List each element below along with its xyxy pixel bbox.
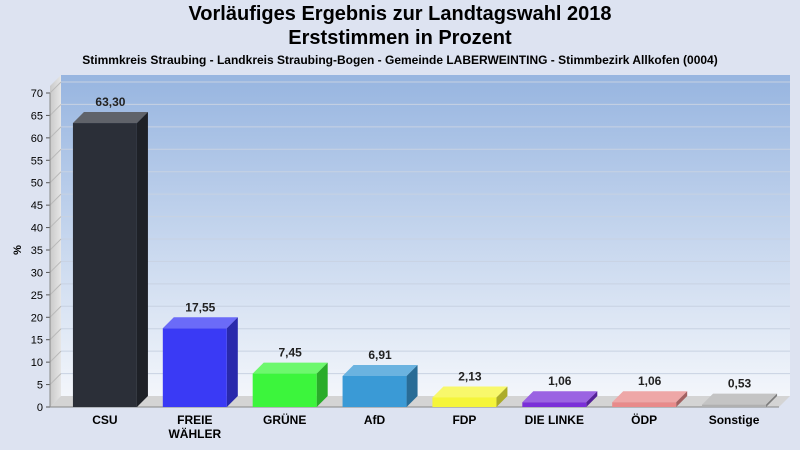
- bar-top: [342, 365, 418, 377]
- data-label: 17,55: [185, 300, 215, 314]
- gridline-side: [49, 104, 62, 116]
- bar-side: [406, 365, 418, 407]
- gridline-side: [49, 373, 62, 385]
- x-tick-label: GRÜNE: [263, 412, 306, 427]
- y-tick-label: 35: [31, 245, 43, 257]
- bar-side: [496, 386, 508, 407]
- gridline-side: [49, 305, 62, 318]
- y-tick-label: 40: [31, 223, 43, 235]
- gridline-side: [49, 126, 62, 139]
- bar: [522, 402, 587, 407]
- data-label: 2,13: [458, 369, 482, 383]
- bar-top: [162, 317, 238, 329]
- y-tick-label: 60: [31, 133, 43, 145]
- bar: [612, 402, 677, 407]
- plot-back-wall: [61, 75, 790, 396]
- y-axis-label: %: [12, 245, 24, 255]
- x-tick-label: FDP: [452, 413, 476, 427]
- y-tick-label: 20: [31, 312, 43, 324]
- bar-side: [136, 112, 148, 407]
- y-tick-label: 15: [31, 335, 43, 347]
- bar-side: [676, 391, 688, 407]
- bar-top: [72, 112, 148, 124]
- x-tick-label: ÖDP: [631, 412, 657, 427]
- bar: [702, 404, 767, 407]
- x-tick-label: AfD: [364, 413, 386, 427]
- gridline-side: [49, 81, 62, 94]
- data-label: 1,06: [638, 374, 662, 388]
- bar: [252, 373, 317, 407]
- data-label: 6,91: [368, 348, 392, 362]
- gridline-side: [49, 193, 62, 206]
- bar-side: [586, 391, 598, 407]
- bar-top: [252, 362, 328, 374]
- data-label: 1,06: [548, 374, 572, 388]
- y-tick-label: 0: [37, 402, 43, 414]
- bar-top: [432, 386, 508, 398]
- bar-side: [766, 393, 778, 407]
- chart-title: Vorläufiges Ergebnis zur Landtagswahl 20…: [188, 3, 612, 25]
- bar-top: [522, 391, 598, 403]
- y-tick-label: 45: [31, 200, 43, 212]
- bar: [432, 397, 497, 407]
- gridline-side: [49, 261, 62, 273]
- x-tick-label: CSU: [92, 413, 117, 427]
- bar: [72, 123, 137, 407]
- data-label: 0,53: [728, 377, 752, 391]
- bar: [342, 376, 407, 407]
- y-tick-label: 70: [31, 88, 43, 100]
- bar: [162, 328, 227, 407]
- x-tick-label: Sonstige: [709, 413, 760, 427]
- gridline-side: [49, 148, 62, 161]
- bar-top: [612, 391, 688, 403]
- y-tick-label: 50: [31, 178, 43, 190]
- gridline-side: [49, 216, 62, 228]
- gridline-side: [49, 171, 62, 184]
- y-tick-label: 5: [37, 380, 43, 392]
- data-label: 7,45: [279, 346, 303, 360]
- gridline-side: [49, 238, 62, 251]
- chart-title-line2: Erststimmen in Prozent: [288, 27, 512, 49]
- gridline-side: [49, 283, 62, 296]
- data-label: 63,30: [95, 95, 125, 109]
- gridline-side: [49, 350, 62, 363]
- y-tick-label: 25: [31, 290, 43, 302]
- x-tick-label: FREIE: [177, 413, 212, 427]
- bar-side: [226, 317, 238, 407]
- y-tick-label: 55: [31, 155, 43, 167]
- y-tick-label: 65: [31, 110, 43, 122]
- y-tick-label: 10: [31, 357, 43, 369]
- x-tick-label: DIE LINKE: [525, 413, 584, 427]
- bar-top: [702, 393, 778, 405]
- chart-subtitle: Stimmkreis Straubing - Landkreis Straubi…: [82, 53, 718, 67]
- y-tick-label: 30: [31, 267, 43, 279]
- bar-side: [316, 362, 328, 407]
- gridline-side: [49, 328, 62, 341]
- x-tick-label: WÄHLER: [168, 426, 221, 441]
